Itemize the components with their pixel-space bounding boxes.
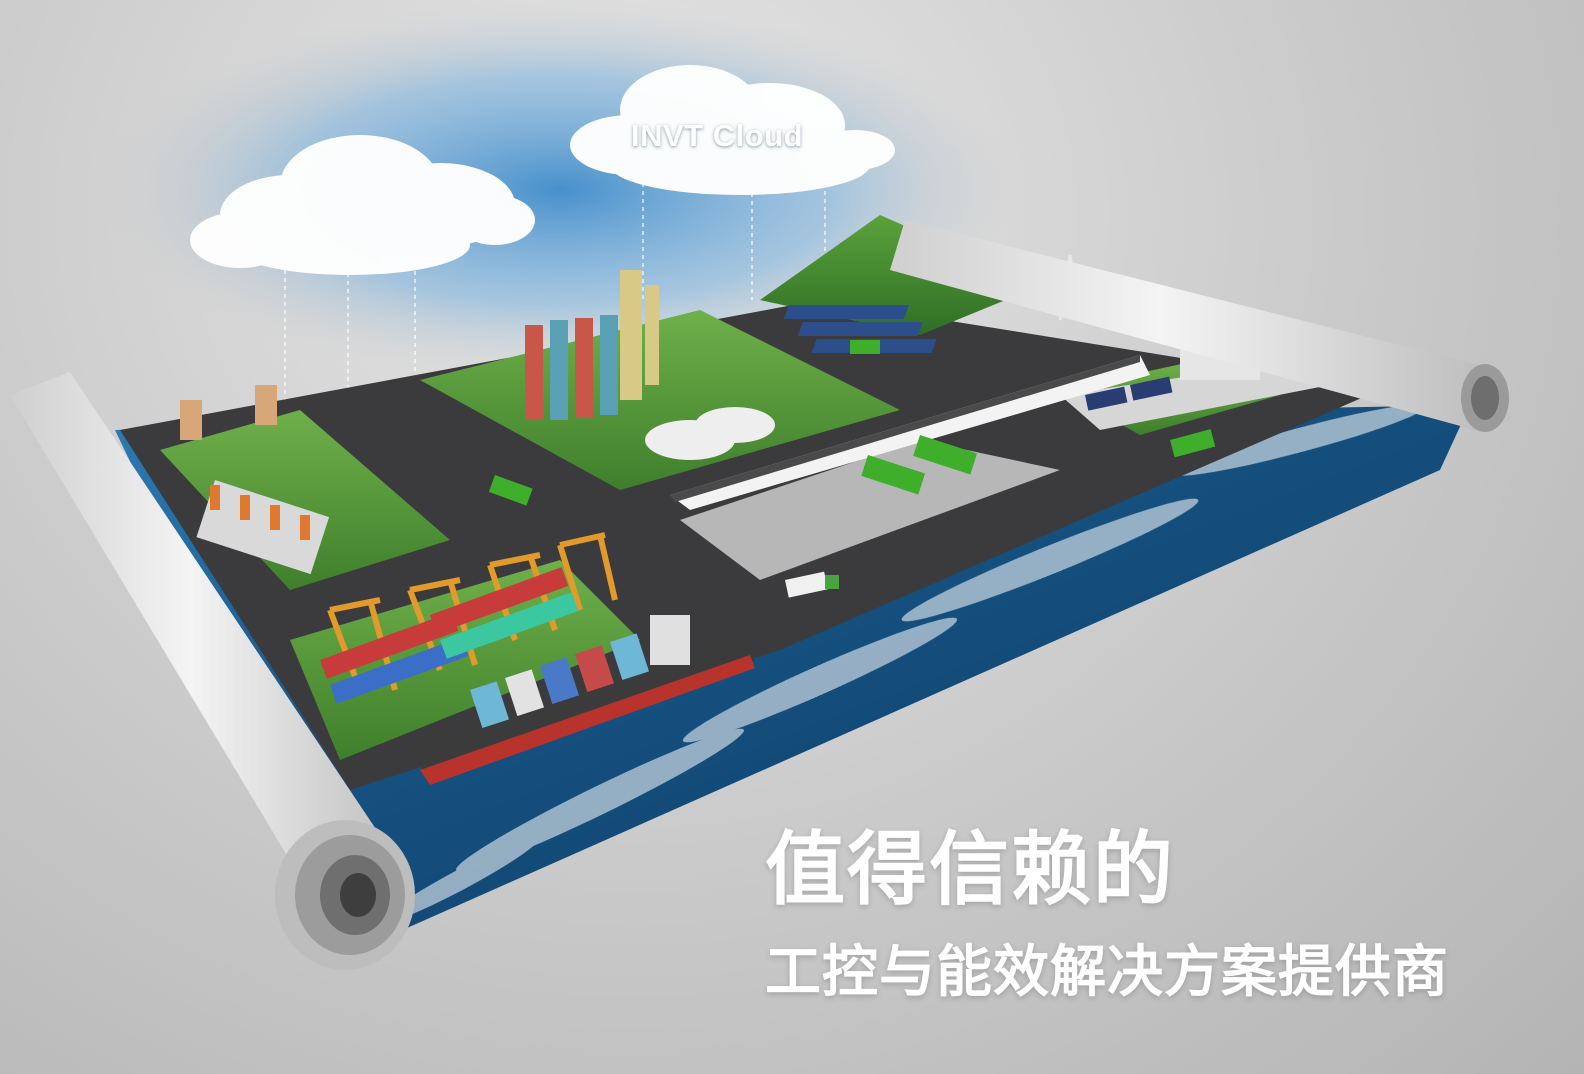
trucks (785, 571, 839, 598)
refinery (525, 270, 659, 420)
cloud-label: INVT Cloud (631, 118, 804, 153)
grass-factory (160, 410, 450, 590)
container-ship (410, 615, 755, 785)
parking-lot (680, 440, 1060, 580)
wave-foam (380, 404, 1426, 924)
tagline-headline: 值得信赖的 (765, 823, 1175, 916)
high-speed-train (670, 355, 1150, 510)
cloud-left (190, 135, 535, 275)
container-yard (319, 567, 579, 704)
robot-factory (180, 385, 330, 575)
data-center-plot (1060, 360, 1330, 430)
green-buses (488, 340, 1216, 506)
tagline-subline: 工控与能效解决方案提供商 (765, 940, 1449, 1005)
cloud-center (570, 65, 895, 195)
paper-roll-right (890, 220, 1509, 432)
paper-roll-left (10, 372, 415, 970)
greenhouses (645, 407, 775, 460)
